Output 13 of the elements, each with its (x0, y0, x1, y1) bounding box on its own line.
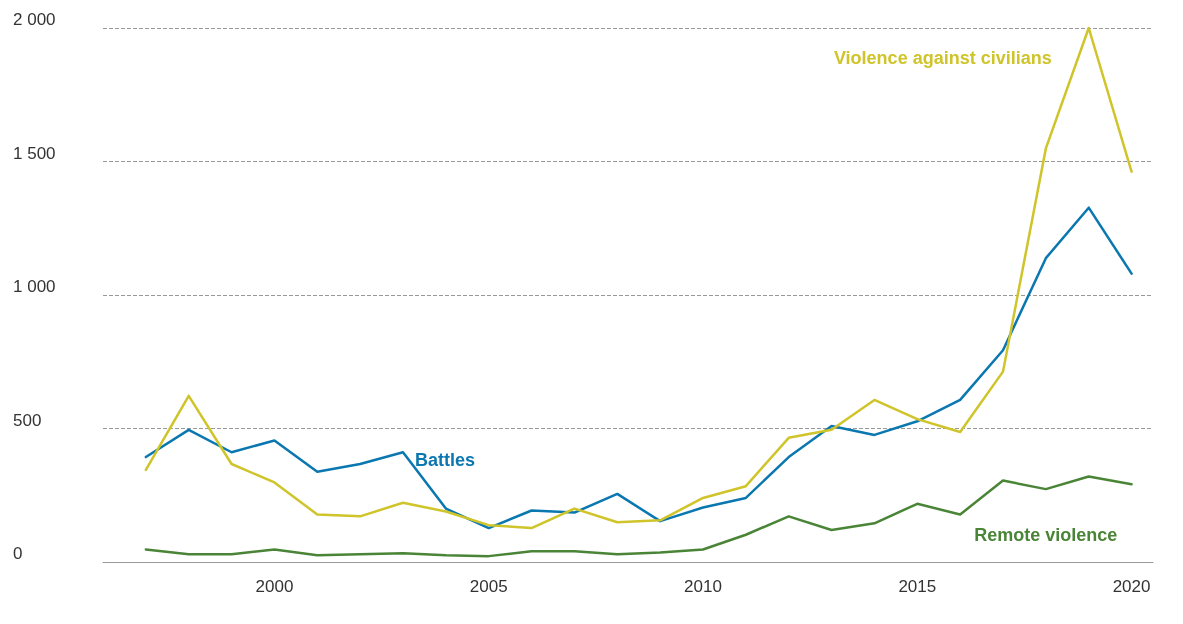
x-tick-label: 2020 (1112, 577, 1151, 596)
x-tick-label: 2005 (469, 577, 508, 596)
y-tick-label: 500 (13, 410, 42, 430)
x-tick-label: 2015 (898, 577, 937, 596)
series-label: Violence against civilians (833, 48, 1052, 68)
x-tick-label: 2010 (684, 577, 722, 596)
y-tick-label: 1 000 (13, 277, 56, 296)
series-label: Remote violence (974, 525, 1118, 546)
x-tick-label: 2000 (255, 577, 294, 596)
series-label: Battles (415, 450, 476, 471)
y-tick-label: 1 500 (13, 143, 56, 163)
y-tick-label: 0 (13, 544, 23, 563)
y-tick-label: 2 000 (13, 10, 56, 29)
